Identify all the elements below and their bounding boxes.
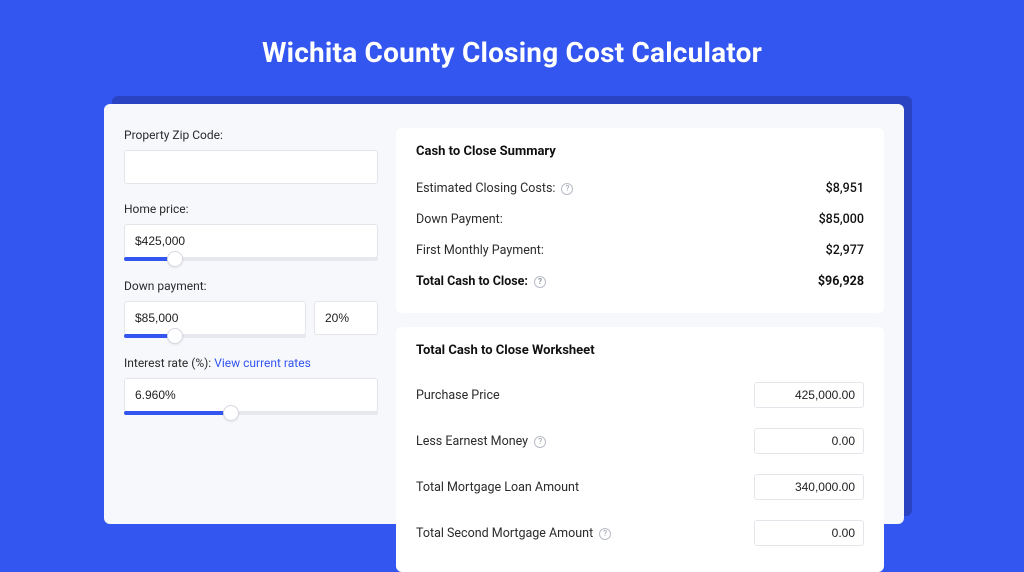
- summary-row-value: $85,000: [819, 212, 864, 227]
- slider-fill: [124, 411, 231, 415]
- down-payment-label: Down payment:: [124, 279, 378, 293]
- summary-row-value: $2,977: [826, 243, 864, 258]
- summary-row-value: $8,951: [826, 181, 864, 196]
- worksheet-row-input[interactable]: [754, 382, 864, 408]
- results-column: Cash to Close Summary Estimated Closing …: [396, 128, 884, 524]
- down-payment-input[interactable]: [124, 301, 306, 335]
- interest-rate-slider[interactable]: [124, 411, 378, 415]
- inputs-column: Property Zip Code: Home price: Down paym…: [124, 128, 378, 524]
- home-price-slider-wrap: [124, 224, 378, 261]
- worksheet-row: Total Mortgage Loan Amount: [416, 464, 864, 510]
- interest-rate-label: Interest rate (%): View current rates: [124, 356, 378, 370]
- worksheet-row-input[interactable]: [754, 520, 864, 546]
- worksheet-title: Total Cash to Close Worksheet: [416, 343, 864, 358]
- slider-thumb[interactable]: [167, 328, 183, 344]
- zip-input[interactable]: [124, 150, 378, 184]
- worksheet-row-label: Less Earnest Money?: [416, 434, 546, 449]
- view-rates-link[interactable]: View current rates: [214, 356, 311, 370]
- label-text: Total Cash to Close:: [416, 274, 528, 289]
- help-icon[interactable]: ?: [534, 276, 546, 288]
- worksheet-row-label: Total Mortgage Loan Amount: [416, 480, 579, 495]
- down-payment-pct-input[interactable]: [314, 301, 378, 335]
- summary-total-value: $96,928: [818, 274, 864, 289]
- worksheet-row: Less Earnest Money?: [416, 418, 864, 464]
- summary-row-label: Estimated Closing Costs:?: [416, 181, 573, 196]
- summary-total-label: Total Cash to Close:?: [416, 274, 546, 289]
- down-payment-slider-wrap: [124, 301, 306, 338]
- calculator-card: Property Zip Code: Home price: Down paym…: [104, 104, 904, 524]
- help-icon[interactable]: ?: [534, 436, 546, 448]
- field-interest-rate: Interest rate (%): View current rates: [124, 356, 378, 415]
- worksheet-row-input[interactable]: [754, 474, 864, 500]
- slider-thumb[interactable]: [167, 251, 183, 267]
- home-price-input[interactable]: [124, 224, 378, 258]
- interest-label-prefix: Interest rate (%):: [124, 356, 214, 370]
- worksheet-row-input[interactable]: [754, 428, 864, 454]
- summary-row-label: Down Payment:: [416, 212, 503, 227]
- interest-slider-wrap: [124, 378, 378, 415]
- summary-total-row: Total Cash to Close:? $96,928: [416, 266, 864, 297]
- help-icon[interactable]: ?: [561, 183, 573, 195]
- field-down-payment: Down payment:: [124, 279, 378, 338]
- worksheet-row: Purchase Price: [416, 372, 864, 418]
- help-icon[interactable]: ?: [599, 528, 611, 540]
- zip-label: Property Zip Code:: [124, 128, 378, 142]
- field-home-price: Home price:: [124, 202, 378, 261]
- summary-panel: Cash to Close Summary Estimated Closing …: [396, 128, 884, 313]
- summary-row: First Monthly Payment: $2,977: [416, 235, 864, 266]
- home-price-slider[interactable]: [124, 257, 378, 261]
- field-zip: Property Zip Code:: [124, 128, 378, 184]
- down-payment-row: [124, 301, 378, 338]
- label-text: Estimated Closing Costs:: [416, 181, 555, 196]
- worksheet-row: Total Second Mortgage Amount?: [416, 510, 864, 556]
- summary-row-label: First Monthly Payment:: [416, 243, 544, 258]
- summary-title: Cash to Close Summary: [416, 144, 864, 159]
- interest-rate-input[interactable]: [124, 378, 378, 412]
- down-payment-slider[interactable]: [124, 334, 306, 338]
- label-text: Total Second Mortgage Amount: [416, 526, 593, 541]
- summary-row: Estimated Closing Costs:? $8,951: [416, 173, 864, 204]
- page-title: Wichita County Closing Cost Calculator: [0, 0, 1024, 69]
- label-text: Less Earnest Money: [416, 434, 528, 449]
- home-price-label: Home price:: [124, 202, 378, 216]
- summary-row: Down Payment: $85,000: [416, 204, 864, 235]
- worksheet-row-label: Total Second Mortgage Amount?: [416, 526, 611, 541]
- slider-thumb[interactable]: [223, 405, 239, 421]
- worksheet-row-label: Purchase Price: [416, 388, 500, 403]
- worksheet-panel: Total Cash to Close Worksheet Purchase P…: [396, 327, 884, 572]
